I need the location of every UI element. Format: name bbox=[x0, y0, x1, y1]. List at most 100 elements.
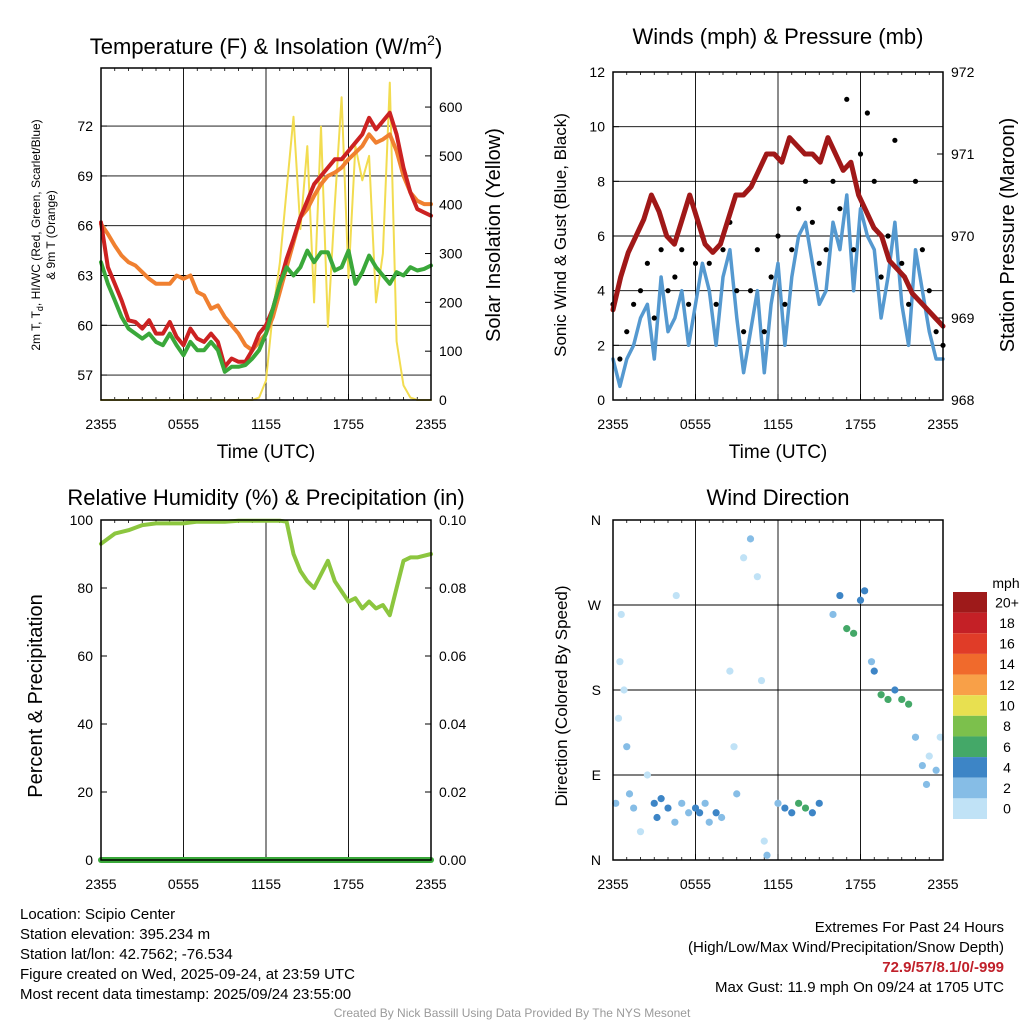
wind-xtick-label: 1155 bbox=[763, 416, 793, 432]
temp-ytick-label: 60 bbox=[77, 317, 93, 333]
temp-chart-title: Temperature (F) & Insolation (W/m2) bbox=[90, 32, 443, 59]
temp-xtick-label: 1755 bbox=[333, 416, 364, 432]
wind-direction-point bbox=[788, 809, 796, 817]
wind-direction-point bbox=[617, 610, 625, 619]
wind-ytick-label: 4 bbox=[597, 283, 605, 299]
temp-xlabel: Time (UTC) bbox=[217, 442, 316, 463]
wind-direction-point bbox=[774, 799, 782, 807]
temp-xtick-label: 1155 bbox=[251, 416, 281, 432]
wind-direction-point bbox=[918, 761, 926, 770]
wind-ytick-label: 10 bbox=[589, 119, 605, 135]
rh-ytick-label: 80 bbox=[77, 580, 93, 596]
wdir-plot-frame bbox=[612, 519, 944, 861]
gust-point bbox=[871, 178, 877, 184]
wind-direction-point bbox=[718, 813, 726, 822]
wind-direction-point bbox=[740, 554, 748, 562]
gust-point bbox=[906, 301, 912, 307]
gust-point bbox=[782, 301, 788, 307]
gust-point bbox=[713, 301, 719, 307]
legend-label: 14 bbox=[999, 656, 1015, 672]
gust-point bbox=[706, 260, 712, 266]
temp-ytick-label: 72 bbox=[77, 118, 93, 134]
wind-direction-point bbox=[760, 837, 768, 845]
wind-xtick-label: 1755 bbox=[845, 416, 876, 432]
wdir-xtick-label: 1155 bbox=[763, 876, 793, 892]
temp-y2tick-label: 300 bbox=[439, 246, 463, 262]
wind-direction-point bbox=[746, 535, 755, 543]
extremes-values: 72.9/57/8.1/0/-999 bbox=[882, 959, 1004, 976]
legend-label: 12 bbox=[999, 677, 1015, 693]
legend-swatch bbox=[953, 777, 987, 799]
legend-swatch bbox=[953, 592, 987, 613]
heat-index-line bbox=[99, 111, 433, 369]
gust-point bbox=[644, 260, 650, 266]
gust-point bbox=[679, 247, 685, 253]
wind-ytick-label: 12 bbox=[589, 64, 605, 80]
wind-direction-point bbox=[712, 809, 720, 817]
wind-direction-point bbox=[623, 743, 631, 751]
temp-y2tick-label: 0 bbox=[439, 392, 447, 408]
wind-direction-point bbox=[701, 799, 709, 807]
wind-direction-point bbox=[612, 799, 620, 807]
legend-title: mph bbox=[992, 575, 1019, 591]
wind-chart-title: Winds (mph) & Pressure (mb) bbox=[633, 24, 924, 49]
wind-direction-point bbox=[898, 695, 906, 704]
gust-point bbox=[686, 301, 692, 307]
wdir-xtick-label: 0555 bbox=[680, 876, 711, 892]
rh-xtick-label: 0555 bbox=[168, 876, 199, 892]
temp-ylabel-line2: & 9m T (Orange) bbox=[44, 190, 58, 280]
wind-panel: Winds (mph) & Pressure (mb) Sonic Wind &… bbox=[551, 24, 1019, 463]
legend-swatch bbox=[953, 757, 987, 778]
legend-swatch bbox=[953, 653, 987, 675]
relative-humidity-line bbox=[99, 518, 433, 618]
pressure-line bbox=[610, 135, 946, 329]
wind-direction-point bbox=[630, 804, 638, 812]
wind-xtick-label: 2355 bbox=[927, 416, 958, 432]
rh-chart-title: Relative Humidity (%) & Precipitation (i… bbox=[67, 485, 464, 510]
gust-point bbox=[775, 233, 781, 239]
temperature-panel: Temperature (F) & Insolation (W/m2) 2m T… bbox=[29, 32, 505, 463]
legend-swatch bbox=[953, 736, 987, 758]
wdir-xtick-label: 2355 bbox=[927, 876, 958, 892]
rh-ytick-label: 100 bbox=[70, 512, 94, 528]
extremes-subtitle: (High/Low/Max Wind/Precipitation/Snow De… bbox=[688, 939, 1004, 956]
gust-point bbox=[768, 274, 774, 280]
wind-direction-point bbox=[625, 790, 634, 798]
gust-point bbox=[734, 288, 740, 294]
extremes-info: Extremes For Past 24 Hours (High/Low/Max… bbox=[688, 918, 1004, 998]
gust-point bbox=[899, 260, 905, 266]
rh-xtick-label: 1155 bbox=[251, 876, 281, 892]
gust-point bbox=[672, 274, 678, 280]
wind-direction-point bbox=[664, 804, 672, 812]
rh-ylabel: Percent & Precipitation bbox=[25, 594, 47, 797]
max-gust: Max Gust: 11.9 mph On 09/24 at 1705 UTC bbox=[714, 979, 1004, 996]
gust-point bbox=[912, 178, 919, 184]
rh-xtick-label: 2355 bbox=[415, 876, 446, 892]
rh-y2tick-label: 0.06 bbox=[439, 648, 466, 664]
wind-direction-point bbox=[757, 676, 766, 685]
gust-point bbox=[919, 247, 925, 253]
wind-direction-point bbox=[678, 799, 686, 807]
gust-point bbox=[631, 301, 637, 307]
wind-direction-point bbox=[829, 610, 837, 619]
wind-direction-point bbox=[636, 828, 645, 836]
credit-text: Created By Nick Bassill Using Data Provi… bbox=[333, 1006, 691, 1020]
gust-point bbox=[720, 247, 726, 253]
legend-swatch bbox=[953, 798, 987, 819]
temp-xtick-label: 2355 bbox=[415, 416, 446, 432]
temp-y2tick-label: 500 bbox=[439, 148, 463, 164]
rh-plot-frame bbox=[100, 519, 432, 861]
gust-point bbox=[754, 247, 760, 253]
legend-swatch bbox=[953, 674, 987, 696]
gust-point bbox=[837, 206, 843, 212]
gust-point bbox=[665, 288, 671, 294]
temp-ytick-label: 63 bbox=[77, 268, 93, 284]
legend-label: 18 bbox=[999, 615, 1015, 631]
wind-y2tick-label: 968 bbox=[951, 392, 975, 408]
wind-direction-point bbox=[781, 804, 789, 812]
gust-point bbox=[892, 137, 898, 143]
wind-direction-point bbox=[691, 804, 700, 812]
wind-direction-point bbox=[620, 686, 628, 694]
gust-point bbox=[844, 96, 850, 102]
